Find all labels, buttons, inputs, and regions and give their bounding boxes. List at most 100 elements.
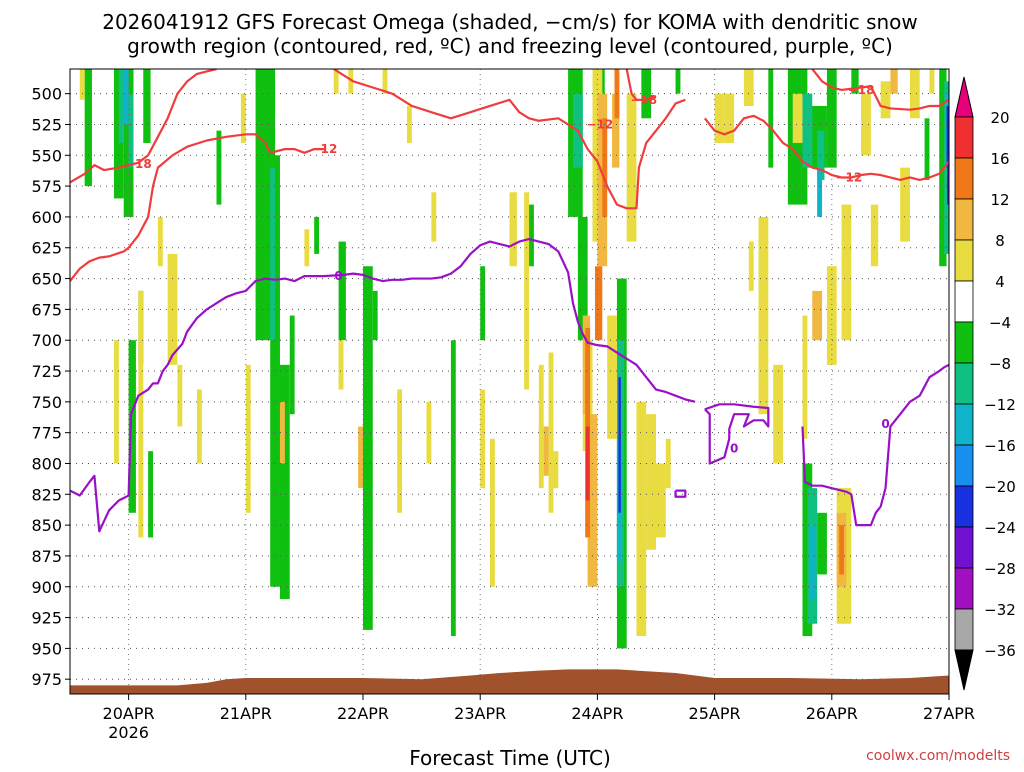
colorbar-swatch bbox=[954, 485, 974, 528]
omega-cell bbox=[802, 93, 813, 168]
colorbar-swatch bbox=[954, 362, 974, 405]
colorbar-label: 8 bbox=[995, 232, 1005, 250]
omega-cell bbox=[724, 93, 735, 143]
omega-cell bbox=[123, 69, 129, 125]
omega-cell bbox=[529, 204, 534, 267]
omega-cell bbox=[880, 81, 891, 119]
omega-cell bbox=[279, 401, 285, 464]
y-tick-label: 975 bbox=[31, 670, 62, 689]
omega-cell bbox=[817, 512, 827, 575]
colorbar-swatch bbox=[954, 321, 974, 364]
omega-cell bbox=[431, 192, 437, 242]
omega-cell bbox=[397, 389, 403, 513]
omega-cell bbox=[289, 315, 295, 415]
omega-cell bbox=[338, 340, 344, 390]
y-tick-label: 650 bbox=[31, 270, 62, 289]
omega-cell bbox=[270, 155, 280, 587]
y-tick-label: 875 bbox=[31, 547, 62, 566]
dendritic-contour-label: −18 bbox=[630, 93, 657, 107]
omega-cell bbox=[577, 216, 588, 341]
omega-cell bbox=[406, 105, 412, 143]
omega-cell bbox=[304, 229, 310, 267]
y-axis: 500 525 550 575 600 625 650 675 700 725 750 775 800 8… bbox=[31, 85, 70, 689]
colorbar-label: −24 bbox=[984, 519, 1016, 537]
freezing-level-layer: 0 0 0 bbox=[70, 238, 949, 533]
omega-cell bbox=[138, 290, 144, 538]
omega-cell bbox=[607, 315, 617, 439]
y-tick-label: 525 bbox=[31, 115, 62, 134]
colorbar-label: −36 bbox=[984, 642, 1016, 660]
omega-cell bbox=[802, 315, 808, 439]
omega-cell bbox=[338, 241, 346, 341]
omega-cell bbox=[240, 93, 246, 143]
y-tick-label: 750 bbox=[31, 393, 62, 412]
freezing-level-contour-line bbox=[801, 363, 949, 527]
omega-cell bbox=[118, 69, 124, 143]
omega-cell bbox=[426, 401, 432, 464]
omega-cell bbox=[714, 93, 725, 143]
dendritic-contour-line bbox=[70, 69, 217, 184]
omega-cell bbox=[279, 364, 290, 600]
omega-cell bbox=[924, 118, 930, 180]
omega-cell bbox=[382, 69, 388, 94]
omega-cell bbox=[585, 426, 590, 501]
freezing-level-contour-label: 0 bbox=[334, 269, 342, 283]
colorbar-swatch bbox=[954, 239, 974, 282]
freezing-level-contour-line bbox=[674, 489, 687, 498]
colorbar-swatch bbox=[954, 116, 974, 159]
dendritic-contour-line bbox=[703, 114, 949, 182]
omega-cell bbox=[665, 438, 671, 489]
dendritic-contour-label: −12 bbox=[586, 117, 613, 131]
omega-cell bbox=[480, 266, 486, 341]
colorbar-swatch bbox=[954, 198, 974, 241]
omega-cell bbox=[773, 364, 783, 464]
omega-cell bbox=[675, 69, 681, 94]
colorbar-label: 12 bbox=[990, 191, 1009, 209]
dendritic-contour-label: −18 bbox=[125, 157, 152, 171]
y-tick-label: 850 bbox=[31, 516, 62, 535]
y-tick-label: 800 bbox=[31, 454, 62, 473]
colorbar-swatch bbox=[954, 157, 974, 200]
colorbar-top-arrow bbox=[954, 76, 974, 118]
omega-cell bbox=[363, 266, 373, 630]
omega-cell bbox=[646, 414, 656, 550]
terrain-layer bbox=[70, 669, 949, 694]
colorbar-swatch bbox=[954, 567, 974, 610]
y-tick-label: 925 bbox=[31, 609, 62, 628]
colorbar-label: −16 bbox=[984, 437, 1016, 455]
omega-cell bbox=[489, 438, 495, 587]
omega-cell bbox=[809, 525, 815, 600]
colorbar-label: −4 bbox=[989, 314, 1011, 332]
omega-cell bbox=[802, 463, 813, 637]
x-tick-label: 26APR bbox=[806, 704, 858, 723]
colorbar-swatch bbox=[954, 608, 974, 651]
y-tick-label: 550 bbox=[31, 146, 62, 165]
omega-cell bbox=[79, 69, 85, 100]
omega-cell bbox=[196, 389, 202, 464]
omega-cell bbox=[748, 241, 754, 291]
freezing-level-contour-label: 0 bbox=[730, 442, 738, 456]
omega-cell bbox=[450, 340, 456, 637]
y-tick-label: 725 bbox=[31, 362, 62, 381]
omega-cell bbox=[768, 69, 774, 168]
omega-cell bbox=[245, 364, 251, 513]
omega-cell bbox=[890, 69, 898, 94]
dendritic-contour-line bbox=[625, 69, 657, 101]
terrain-fill bbox=[70, 669, 949, 694]
omega-cell bbox=[900, 167, 910, 242]
omega-cell bbox=[594, 266, 603, 341]
colorbar-label: −28 bbox=[984, 560, 1016, 578]
omega-cell bbox=[177, 364, 183, 427]
colorbar-label: 20 bbox=[990, 109, 1009, 127]
omega-cell bbox=[538, 364, 544, 489]
credit-text: coolwx.com/modelts bbox=[866, 748, 1010, 764]
omega-cell bbox=[480, 389, 486, 489]
x-tick-label: 27APR bbox=[923, 704, 975, 723]
omega-cell bbox=[270, 167, 276, 341]
chart-title-line-1: 2026041912 GFS Forecast Omega (shaded, −… bbox=[102, 10, 918, 34]
dendritic-contour-label: −12 bbox=[311, 142, 338, 156]
y-tick-label: 575 bbox=[31, 177, 62, 196]
x-tick-label: 22APR bbox=[337, 704, 389, 723]
omega-cell bbox=[817, 167, 823, 217]
